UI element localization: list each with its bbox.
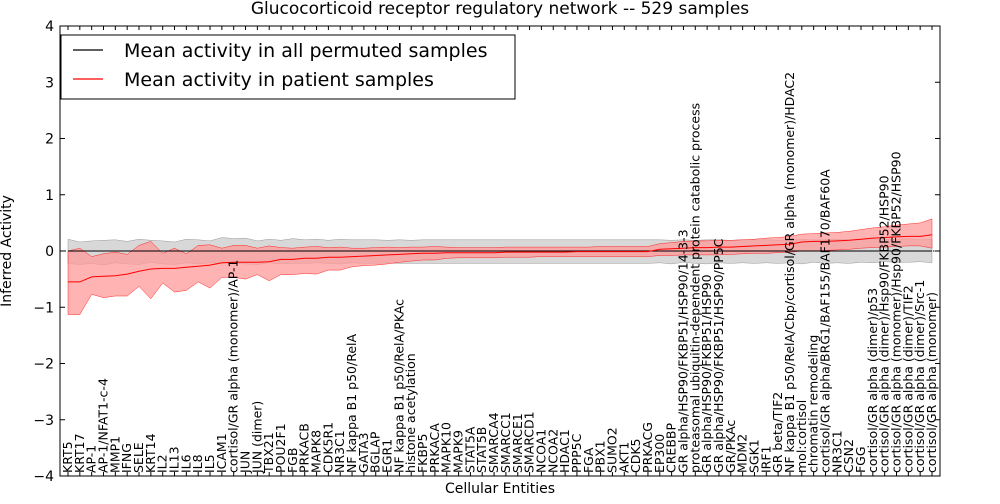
x-tick-label: IFNG — [119, 443, 134, 473]
x-tick-label: PPP5C — [569, 433, 584, 473]
x-tick-label: NF kappa B1 p50/RelA/PKAc — [391, 299, 406, 473]
y-tick-label: −2 — [33, 357, 54, 373]
x-tick-label: GR beta/TIF2 — [770, 392, 785, 473]
x-tick-label: EGR1 — [380, 439, 395, 473]
x-tick-label: IL6 — [178, 454, 193, 473]
x-tick-label: JUN (dimer) — [249, 401, 264, 474]
x-tick-label: MAPK8 — [309, 430, 324, 473]
x-tick-label: mol:cortisol — [794, 400, 809, 473]
x-tick-label: MAPK9 — [451, 430, 466, 473]
x-tick-label: NR3C1 — [829, 430, 844, 473]
x-tick-label: NF kappa B1 p50/RelA — [344, 334, 359, 474]
legend-permuted-label: Mean activity in all permuted samples — [124, 40, 487, 62]
x-tick-label: JUN — [238, 451, 253, 474]
x-tick-label: IL2 — [155, 454, 170, 473]
x-tick-label: PBX1 — [593, 440, 608, 473]
x-tick-label: MMP1 — [107, 436, 122, 473]
x-tick-label: cortisol/GR alpha (monomer) — [924, 292, 939, 473]
x-tick-label: HDAC1 — [557, 429, 572, 473]
y-tick-label: 0 — [45, 244, 54, 260]
x-tick-label: KRT5 — [60, 441, 75, 473]
x-tick-label: IL13 — [167, 446, 182, 473]
x-tick-label: KRT14 — [143, 433, 158, 473]
legend: Mean activity in all permuted samples Me… — [60, 34, 516, 100]
y-tick-label: 3 — [45, 75, 54, 91]
x-tick-label: SMARCD1 — [522, 411, 537, 473]
x-tick-label: BGLAP — [368, 431, 383, 473]
x-tick-label: MAPK10 — [439, 422, 454, 473]
x-tick-label: FGB — [285, 448, 300, 473]
x-tick-label: MDM2 — [735, 434, 750, 473]
chart-title: Glucocorticoid receptor regulatory netwo… — [251, 0, 749, 19]
x-tick-label: NF kappa B1 p50/RelA/Cbp/cortisol/GR alp… — [782, 72, 797, 473]
x-tick-label: GR alpha/HSP90/FKBP51/HSP90 — [699, 274, 714, 473]
x-tick-label: SMARCC1 — [498, 412, 513, 473]
x-axis: KRT5KRT17AP-1AP-1/NFAT1-c-4MMP1IFNGSELEK… — [60, 26, 939, 476]
x-tick-label: chromatin remodeling — [806, 335, 821, 473]
plot-layer — [60, 218, 940, 315]
x-tick-label: NCOA1 — [533, 429, 548, 473]
x-tick-label: CDK5R1 — [320, 422, 335, 473]
y-tick-label: 4 — [45, 19, 54, 35]
x-tick-label: GATA3 — [356, 433, 371, 473]
x-tick-label: FGG — [853, 446, 868, 473]
x-tick-label: CSN2 — [841, 439, 856, 473]
x-tick-label: NR3C1 — [332, 430, 347, 473]
x-axis-label: Cellular Entities — [445, 481, 555, 497]
x-tick-label: AP-1/NFAT1-c-4 — [96, 378, 111, 473]
x-tick-label: IRF1 — [758, 445, 773, 473]
x-tick-label: SMARCA4 — [486, 412, 501, 473]
x-tick-label: PRKACA — [427, 423, 442, 473]
x-tick-label: cortisol/GR alpha/BRG1/BAF155/BAF170/BAF… — [818, 169, 833, 473]
legend-box — [60, 34, 516, 100]
x-tick-label: TBX21 — [261, 432, 276, 474]
x-tick-label: AKT1 — [616, 442, 631, 473]
x-tick-label: IL5 — [202, 454, 217, 473]
x-tick-label: GR alpha/HSP90/FKBP51/HSP90/PP5C — [711, 238, 726, 473]
y-tick-label: −4 — [33, 469, 54, 485]
x-tick-label: IL8 — [190, 454, 205, 473]
x-tick-label: AP-1 — [84, 445, 99, 473]
x-tick-label: CREBBP — [664, 423, 679, 473]
x-tick-label: SMARCE1 — [510, 413, 525, 473]
x-tick-label: FGA — [581, 447, 596, 473]
x-tick-label: SUMO2 — [604, 427, 619, 473]
x-tick-label: SGK1 — [747, 439, 762, 473]
patient-mean-line — [68, 234, 933, 283]
x-tick-label: GR/PKAc — [723, 420, 738, 473]
x-tick-label: cortisol/GR alpha (dimer)/Hsp90/FKBP52/H… — [877, 175, 892, 473]
x-tick-label: STAT5B — [474, 427, 489, 473]
x-tick-label: cortisol/GR alpha (monomer)/Hsp90/FKBP52… — [889, 151, 904, 473]
patient-band — [67, 218, 933, 315]
x-tick-label: KRT17 — [72, 433, 87, 473]
y-axis-label: Inferred Activity — [0, 195, 15, 307]
x-tick-label: STAT5A — [462, 426, 477, 473]
x-tick-label: EP300 — [652, 434, 667, 473]
x-tick-label: FKBP5 — [415, 434, 430, 473]
x-tick-label: PRKACG — [640, 422, 655, 473]
x-tick-label: CDK5 — [628, 438, 643, 473]
legend-patient-label: Mean activity in patient samples — [124, 69, 434, 91]
x-tick-label: GR alpha/HSP90/FKBP51/HSP90/14-3-3 — [676, 229, 691, 473]
y-tick-label: −1 — [33, 300, 54, 316]
y-tick-label: 2 — [45, 132, 54, 148]
x-tick-label: cortisol/GR alpha (dimer)/p53 — [865, 288, 880, 473]
x-tick-label: cortisol/GR alpha (dimer)/TIF2 — [900, 285, 915, 473]
x-tick-label: SELE — [131, 442, 146, 473]
x-tick-label: cortisol/GR alpha (dimer)/Src-1 — [912, 280, 927, 473]
x-tick-label: histone acetylation — [403, 353, 418, 473]
x-tick-label: proteasomal ubiquitin-dependent protein … — [687, 103, 702, 473]
x-tick-label: PRKACB — [297, 423, 312, 473]
y-tick-label: 1 — [45, 188, 54, 204]
y-axis: −4 −3 −2 −1 0 1 2 3 4 — [33, 19, 940, 485]
x-tick-label: ICAM1 — [214, 433, 229, 473]
y-tick-label: −3 — [33, 413, 54, 429]
x-tick-label: NCOA2 — [545, 429, 560, 473]
x-tick-label: POU2F1 — [273, 423, 288, 473]
x-tick-label: cortisol/GR alpha (monomer)/AP-1 — [226, 260, 241, 473]
